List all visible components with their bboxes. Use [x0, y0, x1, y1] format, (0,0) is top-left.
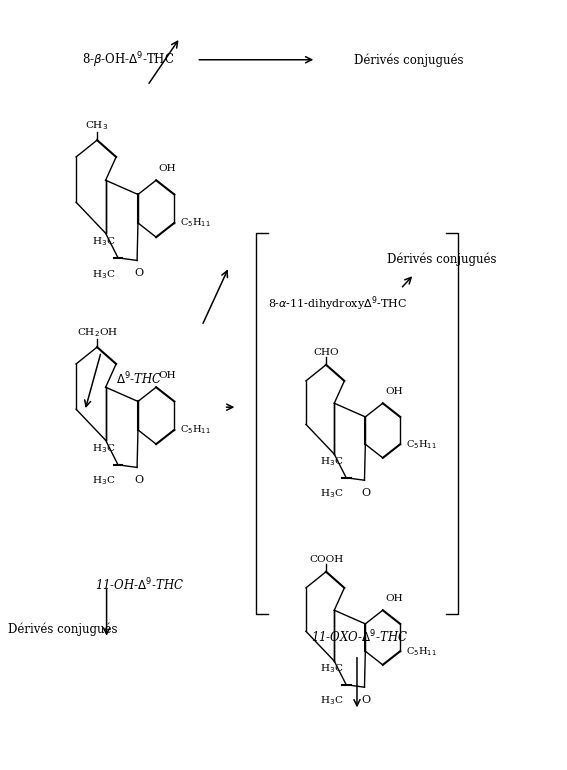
- Text: C$_5$H$_{11}$: C$_5$H$_{11}$: [180, 424, 210, 437]
- Text: H$_3$C: H$_3$C: [92, 474, 115, 487]
- Text: 8-$\beta$-OH-$\Delta^9$-THC: 8-$\beta$-OH-$\Delta^9$-THC: [82, 50, 175, 69]
- Text: H$_3$C: H$_3$C: [92, 235, 115, 248]
- Text: C$_5$H$_{11}$: C$_5$H$_{11}$: [405, 438, 437, 450]
- Text: CHO: CHO: [313, 348, 339, 357]
- Text: 11-OXO-$\Delta^9$-THC: 11-OXO-$\Delta^9$-THC: [311, 629, 408, 645]
- Text: H$_3$C: H$_3$C: [320, 487, 344, 501]
- Text: OH: OH: [159, 164, 176, 172]
- Text: C$_5$H$_{11}$: C$_5$H$_{11}$: [180, 216, 210, 229]
- Text: H$_3$C: H$_3$C: [92, 442, 115, 455]
- Text: H$_3$C: H$_3$C: [320, 455, 344, 468]
- Text: CH$_2$OH: CH$_2$OH: [77, 326, 117, 339]
- Text: O: O: [362, 487, 371, 497]
- Text: Dérivés conjugués: Dérivés conjugués: [354, 53, 463, 66]
- Text: Dérivés conjugués: Dérivés conjugués: [9, 622, 118, 636]
- Text: OH: OH: [386, 387, 403, 396]
- Text: C$_5$H$_{11}$: C$_5$H$_{11}$: [405, 644, 437, 658]
- Text: OH: OH: [386, 594, 403, 603]
- Text: O: O: [134, 268, 143, 278]
- Text: H$_3$C: H$_3$C: [320, 695, 344, 708]
- Text: Dérivés conjugués: Dérivés conjugués: [387, 253, 496, 266]
- Text: 8-$\alpha$-11-dihydroxy$\Delta^9$-THC: 8-$\alpha$-11-dihydroxy$\Delta^9$-THC: [268, 294, 408, 313]
- Text: CH$_3$: CH$_3$: [86, 119, 109, 132]
- Text: $\Delta^9$-THC: $\Delta^9$-THC: [116, 370, 163, 387]
- Text: O: O: [134, 475, 143, 485]
- Text: COOH: COOH: [309, 554, 343, 564]
- Text: H$_3$C: H$_3$C: [320, 662, 344, 675]
- Text: OH: OH: [159, 371, 176, 380]
- Text: 11-OH-$\Delta^9$-THC: 11-OH-$\Delta^9$-THC: [95, 578, 184, 594]
- Text: H$_3$C: H$_3$C: [92, 268, 115, 280]
- Text: O: O: [362, 695, 371, 705]
